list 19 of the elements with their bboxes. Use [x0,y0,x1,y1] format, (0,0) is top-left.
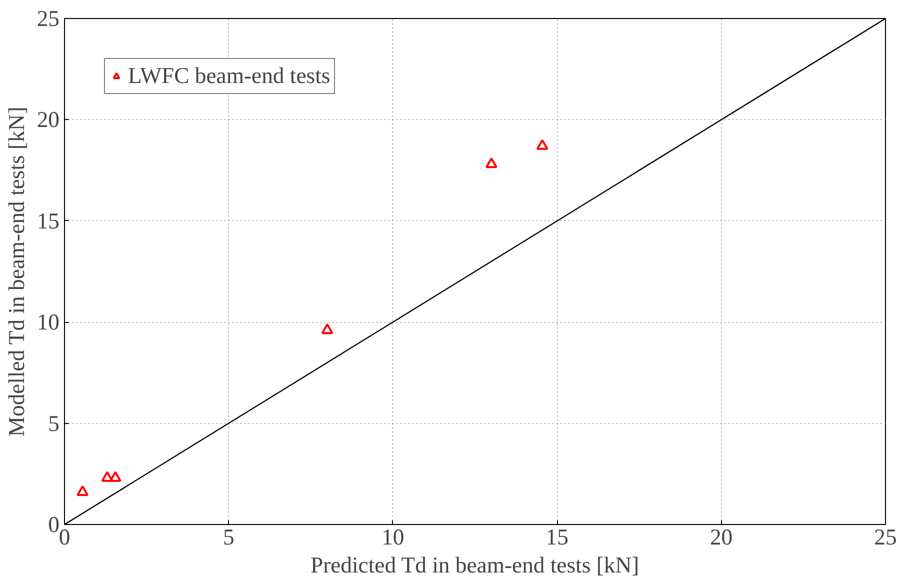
y-axis-title: Modelled Td in beam-end tests [kN] [4,106,29,437]
legend-label: LWFC beam-end tests [128,63,330,89]
point [536,139,548,150]
x-tick-label: 10 [382,524,404,550]
x-tick-label: 20 [710,524,733,550]
point [321,323,334,334]
x-tick-label: 5 [223,524,234,550]
y-tick-label: 25 [36,6,60,31]
x-tick-label: 15 [546,524,568,550]
y-tick-label: 5 [48,410,60,436]
point [485,157,498,168]
y-tick-label: 15 [36,208,60,234]
x-axis-title: Predicted Td in beam-end tests [kN] [310,552,640,578]
point [109,471,122,482]
point [76,485,89,496]
y-tick-label: 10 [36,310,60,335]
y-tick-label: 20 [36,107,60,132]
point [101,471,114,482]
x-tick-label: 25 [874,524,897,550]
